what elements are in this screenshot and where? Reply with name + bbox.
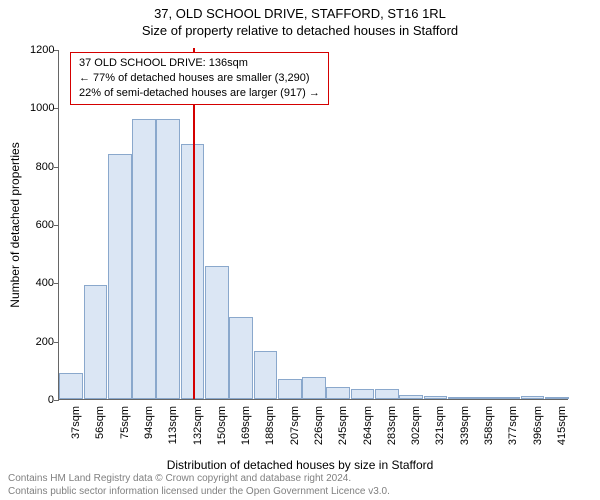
- y-tick-label: 1000: [30, 102, 54, 114]
- x-tick-label: 377sqm: [507, 406, 519, 454]
- histogram-bar: [108, 154, 132, 399]
- histogram-bar: [521, 396, 545, 400]
- y-tick-mark: [54, 108, 59, 109]
- histogram-bar: [351, 389, 375, 399]
- histogram-bar: [254, 351, 278, 399]
- histogram-bar: [448, 397, 472, 399]
- x-tick-label: 113sqm: [167, 406, 179, 454]
- y-tick-label: 0: [30, 394, 54, 406]
- x-tick-label: 339sqm: [459, 406, 471, 454]
- footer-attribution: Contains HM Land Registry data © Crown c…: [8, 473, 390, 498]
- info-box-line: 22% of semi-detached houses are larger (…: [79, 86, 320, 101]
- footer-line: Contains public sector information licen…: [8, 486, 390, 499]
- x-tick-label: 37sqm: [70, 406, 82, 454]
- x-axis-label: Distribution of detached houses by size …: [0, 458, 600, 472]
- x-tick-label: 321sqm: [434, 406, 446, 454]
- y-axis-label: Number of detached properties: [8, 142, 22, 307]
- x-tick-label: 226sqm: [313, 406, 325, 454]
- x-tick-label: 283sqm: [386, 406, 398, 454]
- histogram-bar: [302, 377, 326, 399]
- histogram-bar: [205, 266, 229, 399]
- x-tick-label: 150sqm: [216, 406, 228, 454]
- histogram-bar: [156, 119, 180, 399]
- x-tick-label: 302sqm: [410, 406, 422, 454]
- y-tick-label: 600: [30, 219, 54, 231]
- histogram-bar: [545, 397, 569, 399]
- info-box: 37 OLD SCHOOL DRIVE: 136sqm← 77% of deta…: [70, 52, 329, 105]
- histogram-bar: [472, 397, 496, 399]
- x-tick-label: 169sqm: [240, 406, 252, 454]
- x-tick-label: 94sqm: [143, 406, 155, 454]
- y-tick-mark: [54, 283, 59, 284]
- info-box-line: 37 OLD SCHOOL DRIVE: 136sqm: [79, 56, 320, 71]
- y-tick-label: 800: [30, 161, 54, 173]
- y-tick-label: 400: [30, 277, 54, 289]
- histogram-bar: [424, 396, 448, 400]
- histogram-bar: [496, 397, 520, 399]
- footer-line: Contains HM Land Registry data © Crown c…: [8, 473, 390, 486]
- y-tick-mark: [54, 167, 59, 168]
- x-tick-label: 188sqm: [264, 406, 276, 454]
- histogram-bar: [399, 395, 423, 399]
- y-tick-label: 1200: [30, 44, 54, 56]
- y-tick-mark: [54, 342, 59, 343]
- histogram-bar: [59, 373, 83, 399]
- histogram-bar: [132, 119, 156, 399]
- x-tick-label: 396sqm: [532, 406, 544, 454]
- y-tick-label: 200: [30, 336, 54, 348]
- x-tick-label: 132sqm: [192, 406, 204, 454]
- y-tick-mark: [54, 50, 59, 51]
- x-tick-label: 415sqm: [556, 406, 568, 454]
- x-tick-label: 56sqm: [94, 406, 106, 454]
- y-tick-mark: [54, 225, 59, 226]
- x-tick-label: 75sqm: [119, 406, 131, 454]
- histogram-bar: [278, 379, 302, 399]
- page-subtitle: Size of property relative to detached ho…: [0, 21, 600, 38]
- x-tick-label: 358sqm: [483, 406, 495, 454]
- x-tick-label: 264sqm: [362, 406, 374, 454]
- histogram-bar: [375, 389, 399, 399]
- y-tick-mark: [54, 400, 59, 401]
- x-tick-label: 207sqm: [289, 406, 301, 454]
- info-box-line: ← 77% of detached houses are smaller (3,…: [79, 71, 320, 86]
- histogram-bar: [229, 317, 253, 399]
- histogram-bar: [84, 285, 108, 399]
- histogram-bar: [326, 387, 350, 399]
- page-title: 37, OLD SCHOOL DRIVE, STAFFORD, ST16 1RL: [0, 0, 600, 21]
- x-tick-label: 245sqm: [337, 406, 349, 454]
